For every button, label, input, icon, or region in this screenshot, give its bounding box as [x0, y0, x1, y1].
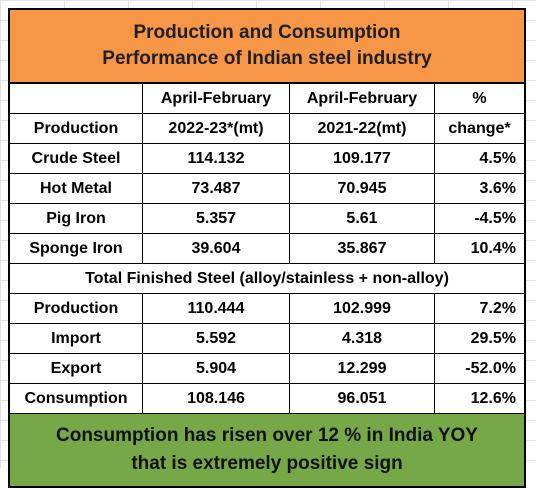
table-row: Pig Iron 5.357 5.61 -4.5%	[10, 204, 524, 234]
row-label: Import	[10, 324, 143, 353]
header-row-1: April-February April-February %	[10, 84, 524, 114]
conclusion-banner: Consumption has risen over 12 % in India…	[10, 413, 524, 486]
value-cell: 5.61	[290, 204, 435, 233]
value-cell: 108.146	[143, 384, 290, 413]
change-cell: 3.6%	[479, 179, 516, 197]
table-row: Sponge Iron 39.604 35.867 10.4%	[10, 234, 524, 264]
header-cell: Production	[10, 114, 143, 143]
value-cell: 70.945	[290, 174, 435, 203]
header-cell: April-February	[290, 84, 435, 113]
table-row: Hot Metal 73.487 70.945 3.6%	[10, 174, 524, 204]
table-row: Production 110.444 102.999 7.2%	[10, 294, 524, 324]
header-cell: April-February	[143, 84, 290, 113]
row-label: Consumption	[10, 384, 143, 413]
steel-performance-table: Production and Consumption Performance o…	[8, 8, 526, 488]
title-line-1: Production and Consumption	[133, 22, 401, 43]
conclusion-line-2: that is extremely positive sign	[131, 453, 403, 474]
change-cell: -4.5%	[474, 209, 516, 227]
header-cell: 2021-22(mt)	[290, 114, 435, 143]
header-row-2: Production 2022-23*(mt) 2021-22(mt) chan…	[10, 114, 524, 144]
value-cell: 110.444	[143, 294, 290, 323]
value-cell: 109.177	[290, 144, 435, 173]
value-cell: 5.904	[143, 354, 290, 383]
section-title-row: Total Finished Steel (alloy/stainless + …	[10, 264, 524, 294]
value-cell: 96.051	[290, 384, 435, 413]
row-label: Pig Iron	[10, 204, 143, 233]
header-cell: change*	[448, 119, 511, 137]
table-row: Export 5.904 12.299 -52.0%	[10, 354, 524, 384]
section-title: Total Finished Steel (alloy/stainless + …	[85, 269, 449, 287]
change-cell: 10.4%	[470, 239, 516, 257]
value-cell: 39.604	[143, 234, 290, 263]
table-row: Crude Steel 114.132 109.177 4.5%	[10, 144, 524, 174]
header-cell	[10, 84, 143, 113]
value-cell: 114.132	[143, 144, 290, 173]
change-cell: 7.2%	[479, 299, 516, 317]
change-cell: 12.6%	[470, 389, 516, 407]
change-cell: 4.5%	[479, 149, 516, 167]
value-cell: 4.318	[290, 324, 435, 353]
row-label: Crude Steel	[10, 144, 143, 173]
value-cell: 73.487	[143, 174, 290, 203]
row-label: Production	[10, 294, 143, 323]
conclusion-line-1: Consumption has risen over 12 % in India…	[56, 425, 478, 446]
title-line-2: Performance of Indian steel industry	[102, 48, 432, 69]
change-cell: 29.5%	[470, 329, 516, 347]
value-cell: 12.299	[290, 354, 435, 383]
row-label: Sponge Iron	[10, 234, 143, 263]
header-cell: 2022-23*(mt)	[143, 114, 290, 143]
value-cell: 5.592	[143, 324, 290, 353]
value-cell: 5.357	[143, 204, 290, 233]
row-label: Hot Metal	[10, 174, 143, 203]
header-cell: %	[472, 89, 487, 107]
table-row: Consumption 108.146 96.051 12.6%	[10, 384, 524, 413]
value-cell: 35.867	[290, 234, 435, 263]
change-cell: -52.0%	[465, 359, 516, 377]
value-cell: 102.999	[290, 294, 435, 323]
table-title: Production and Consumption Performance o…	[10, 10, 524, 84]
row-label: Export	[10, 354, 143, 383]
table-row: Import 5.592 4.318 29.5%	[10, 324, 524, 354]
